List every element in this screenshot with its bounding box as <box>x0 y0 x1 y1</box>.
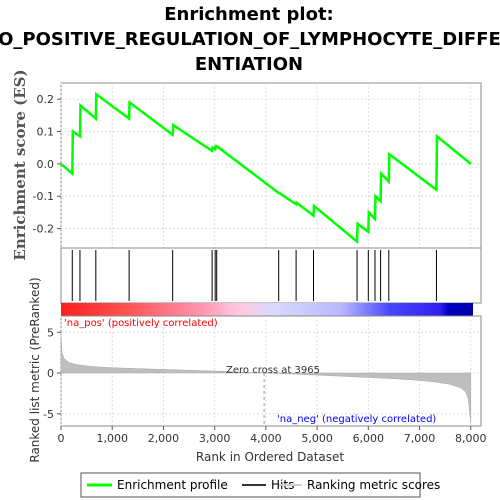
es-y-tick-label: 0.2 <box>37 93 55 106</box>
hits-panel <box>60 247 482 304</box>
metric-y-tick-label: 0 <box>47 367 54 380</box>
es-y-tick-label: 0.1 <box>37 126 55 139</box>
legend-enrichment-label: Enrichment profile <box>117 478 228 492</box>
metric-y-ticks: -5 0 5 <box>43 326 61 421</box>
es-y-tick-label: -0.1 <box>33 190 54 203</box>
x-tick-label: 3,000 <box>199 432 231 445</box>
zero-cross-label: Zero cross at 3965 <box>226 365 320 376</box>
metric-y-tick-label: -5 <box>43 408 54 421</box>
metric-y-tick-label: 5 <box>47 326 54 339</box>
ranking-metric-area <box>60 332 472 424</box>
x-tick-label: 7,000 <box>404 432 436 445</box>
x-tick-label: 6,000 <box>353 432 385 445</box>
es-y-tick-label: -0.2 <box>33 223 54 236</box>
rank-color-bar <box>61 303 473 316</box>
metric-y-axis-label: Ranked list metric (PreRanked) <box>28 277 42 462</box>
es-y-ticks: -0.2 -0.1 0.0 0.1 0.2 <box>33 93 61 236</box>
es-panel <box>60 82 482 249</box>
title-line-1: Enrichment plot: <box>164 4 334 25</box>
x-axis-label: Rank in Ordered Dataset <box>196 450 344 464</box>
es-y-tick-label: 0.0 <box>37 158 55 171</box>
hits-markers <box>71 250 437 301</box>
neg-label: 'na_neg' (negatively correlated) <box>277 414 436 425</box>
x-tick-label: 0 <box>58 432 65 445</box>
x-tick-label: 2,000 <box>148 432 180 445</box>
x-tick-label: 5,000 <box>301 432 333 445</box>
title-line-2: GO_POSITIVE_REGULATION_OF_LYMPHOCYTE_DIF… <box>0 29 500 50</box>
x-tick-label: 1,000 <box>96 432 128 445</box>
legend-metric-label: Ranking metric scores <box>307 478 440 492</box>
pos-label: 'na_pos' (positively correlated) <box>64 318 218 329</box>
x-tick-label: 8,000 <box>455 432 487 445</box>
enrichment-profile-line <box>60 91 472 245</box>
x-tick-label: 4,000 <box>250 432 282 445</box>
title-line-3: ENTIATION <box>195 54 303 75</box>
es-y-axis-label: Enrichment score (ES) <box>11 69 29 260</box>
x-ticks: 0 1,000 2,000 3,000 4,000 5,000 6,000 7,000 8,00… <box>58 426 487 445</box>
